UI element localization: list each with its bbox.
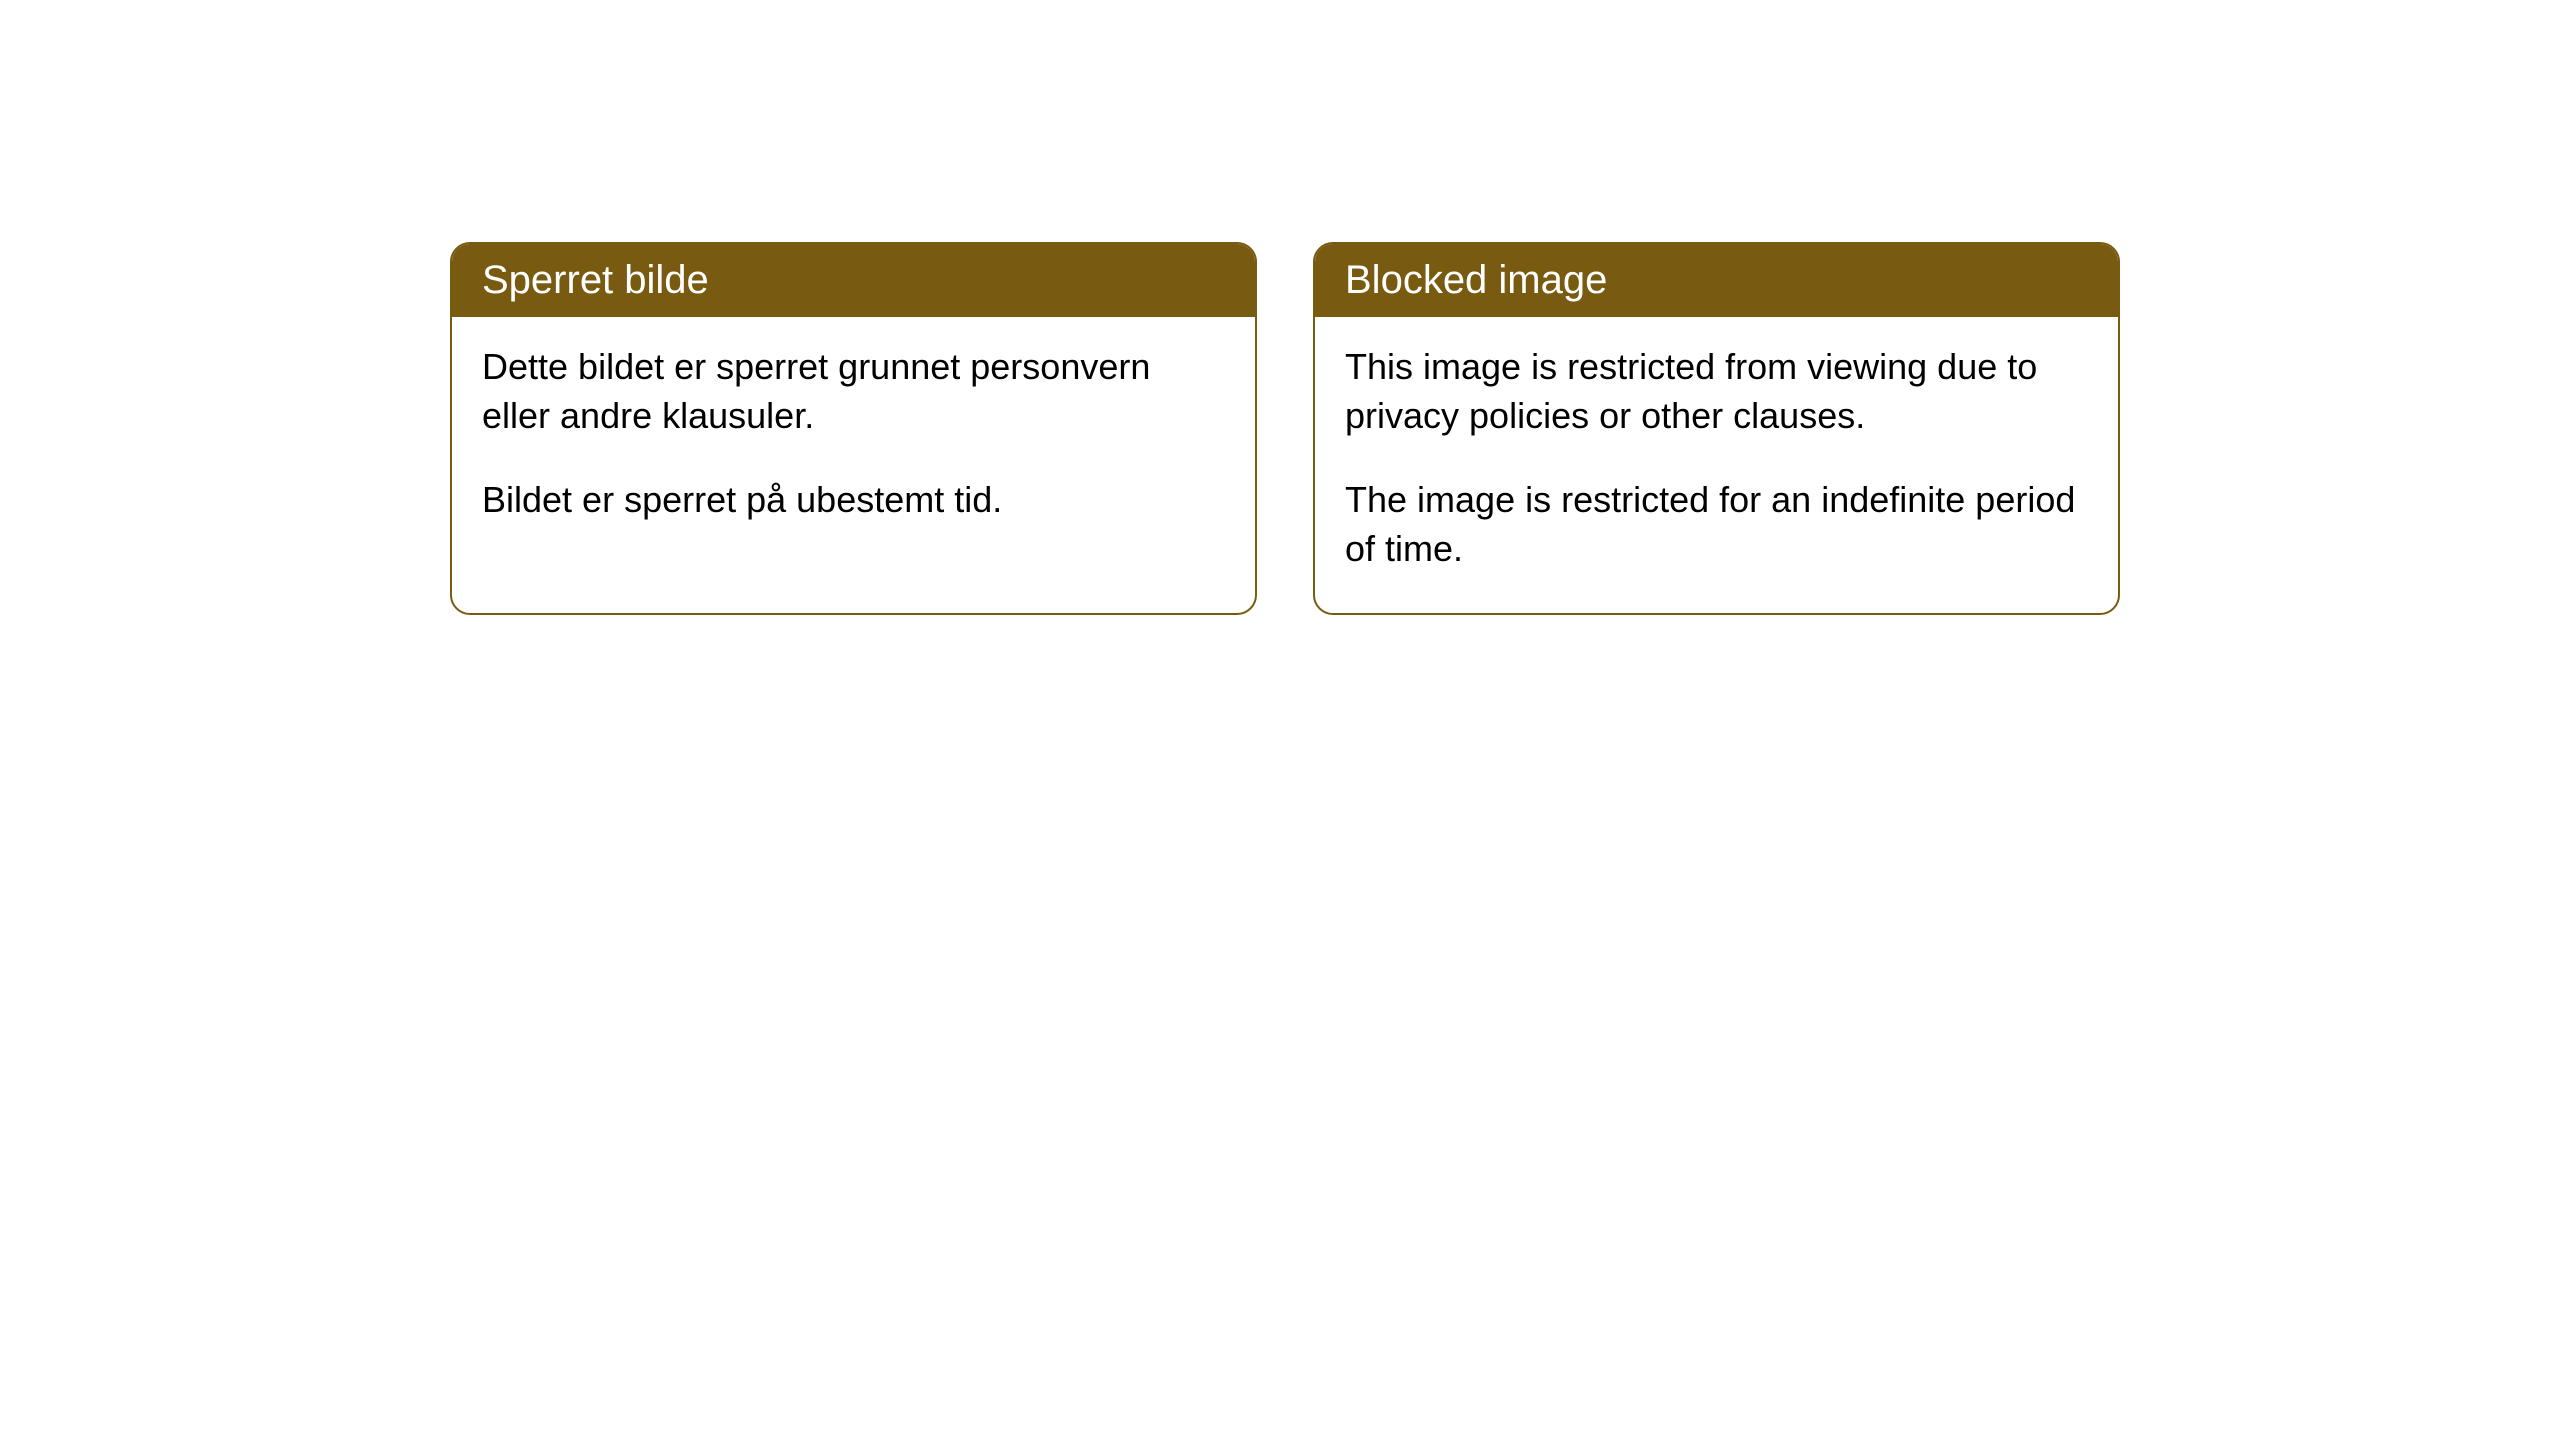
card-paragraph: Dette bildet er sperret grunnet personve… [482, 343, 1225, 440]
card-paragraph: This image is restricted from viewing du… [1345, 343, 2088, 440]
card-header: Blocked image [1315, 244, 2118, 317]
card-body: This image is restricted from viewing du… [1315, 317, 2118, 613]
card-paragraph: The image is restricted for an indefinit… [1345, 476, 2088, 573]
card-body: Dette bildet er sperret grunnet personve… [452, 317, 1255, 565]
card-paragraph: Bildet er sperret på ubestemt tid. [482, 476, 1225, 525]
card-title: Sperret bilde [482, 258, 709, 302]
notice-card-norwegian: Sperret bilde Dette bildet er sperret gr… [450, 242, 1257, 615]
card-header: Sperret bilde [452, 244, 1255, 317]
notice-card-english: Blocked image This image is restricted f… [1313, 242, 2120, 615]
notice-cards-container: Sperret bilde Dette bildet er sperret gr… [450, 242, 2120, 615]
card-title: Blocked image [1345, 258, 1607, 302]
